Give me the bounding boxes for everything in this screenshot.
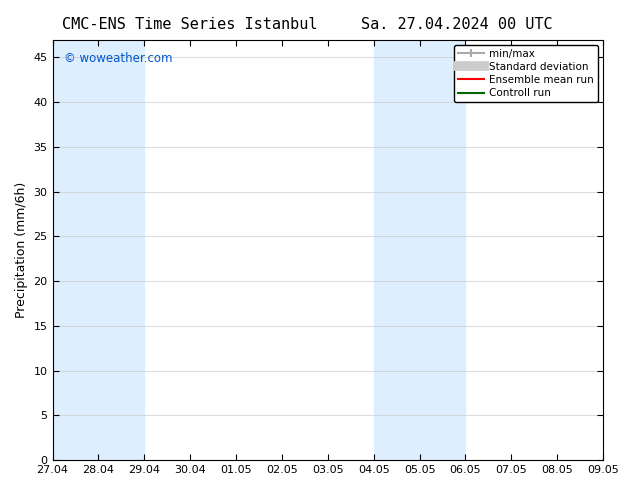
Text: © woweather.com: © woweather.com (63, 52, 172, 65)
Text: Sa. 27.04.2024 00 UTC: Sa. 27.04.2024 00 UTC (361, 17, 552, 32)
Legend: min/max, Standard deviation, Ensemble mean run, Controll run: min/max, Standard deviation, Ensemble me… (453, 45, 598, 102)
Bar (53, 40, 145, 460)
Text: CMC-ENS Time Series Istanbul: CMC-ENS Time Series Istanbul (63, 17, 318, 32)
Bar (373, 40, 465, 460)
Y-axis label: Precipitation (mm/6h): Precipitation (mm/6h) (15, 182, 28, 318)
